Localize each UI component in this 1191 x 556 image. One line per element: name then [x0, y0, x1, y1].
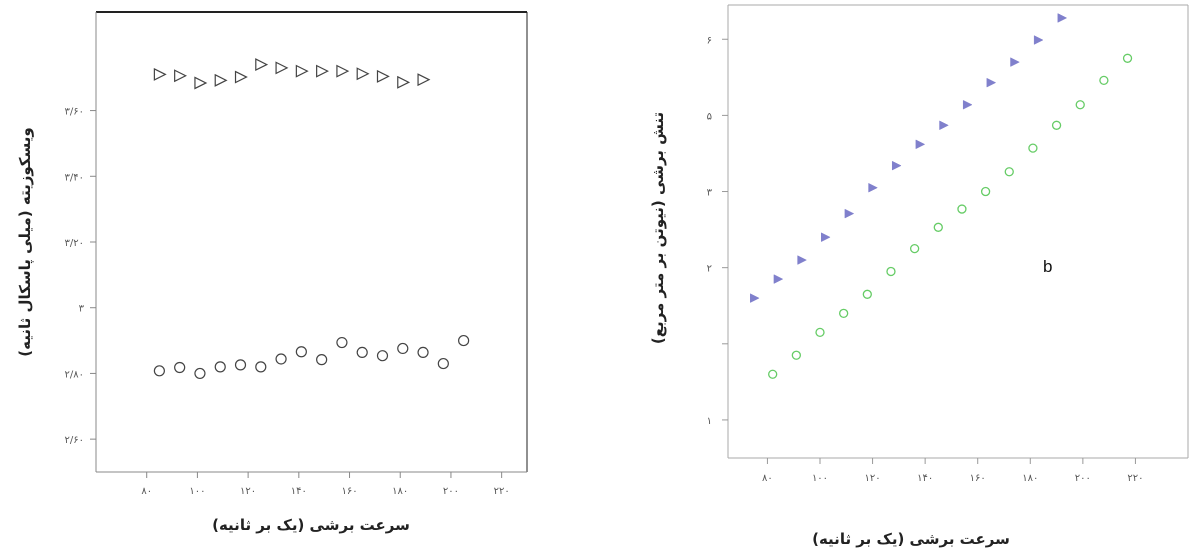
left-series-2-point [174, 361, 186, 374]
left-x-axis-title: سرعت برشی (یک بر ثانیه) [212, 516, 410, 534]
right-x-tick-label: ۱۲۰ [865, 473, 881, 484]
right-series-1-point [844, 208, 855, 219]
right-series-1-point [986, 77, 997, 88]
left-series-2-point [194, 367, 206, 380]
right-x-tick-label: ۱۴۰ [917, 473, 933, 484]
right-series-1-point [868, 182, 878, 193]
left-series-2-point [356, 346, 368, 358]
right-series-2-point [1075, 100, 1085, 110]
left-series-2-point [153, 365, 165, 377]
left-series-1-point [214, 73, 228, 87]
right-series-2-point [839, 308, 849, 318]
left-x-tick-label: ۱۲۰ [240, 486, 256, 497]
left-series-1-point [316, 64, 329, 78]
right-series-2-point [815, 327, 825, 338]
right-series-2-point [980, 186, 991, 197]
right-x-tick-label: ۱۶۰ [970, 473, 986, 484]
left-series-2-point [214, 361, 226, 373]
right-y-tick-label: ۳ [707, 188, 713, 199]
left-chart: ۸۰ ۱۰۰ ۱۲۰ ۱۴۰ ۱۶۰ ۱۸۰ ۲۰۰ ۲۲۰ ۲/۶۰ ۲/۸۰ ۳ ۳/۲۰ ۳/۴۰… [16, 11, 528, 534]
left-series-1-point [255, 58, 269, 72]
left-x-tick-label: ۱۰۰ [189, 486, 205, 497]
right-series-2-point [1004, 167, 1014, 177]
left-y-tick-label: ۳/۲۰ [65, 238, 84, 249]
right-series-1-point [1057, 13, 1068, 23]
left-series-2-point [417, 346, 429, 358]
right-series-2-point [909, 243, 920, 254]
right-series-1-point [821, 232, 831, 243]
left-series-1-point [295, 64, 309, 78]
left-series-1-point [174, 69, 188, 83]
right-x-tick-label: ۸۰ [762, 473, 773, 484]
left-series-1-point [194, 76, 208, 90]
right-series-2-point [791, 350, 801, 360]
right-series-2-point [886, 266, 896, 277]
right-series-2-point [957, 204, 967, 214]
right-points [750, 13, 1133, 379]
right-series-1-point [939, 120, 949, 131]
right-series-2-point [1099, 75, 1109, 86]
left-series-2-point [255, 361, 267, 373]
right-series-1-point [1033, 35, 1044, 45]
right-series-1-point [915, 139, 926, 150]
left-ticks: ۸۰ ۱۰۰ ۱۲۰ ۱۴۰ ۱۶۰ ۱۸۰ ۲۰۰ ۲۲۰ ۲/۶۰ ۲/۸۰ ۳ ۳/۲۰ ۳/۴۰… [65, 107, 510, 497]
left-series-2-point [295, 346, 307, 358]
right-series-2-point [933, 222, 943, 232]
left-series-1-point [376, 69, 390, 83]
left-y-axis-title: ویسکوزیته (میلی پاسکال ثانیه) [16, 127, 35, 356]
right-x-tick-label: ۱۸۰ [1022, 473, 1038, 484]
right-x-axis-title: سرعت برشی (یک بر ثانیه) [812, 530, 1010, 548]
right-series-1-point [962, 99, 973, 110]
left-series-2-point [376, 350, 389, 362]
left-y-tick-label: ۳ [79, 304, 85, 315]
left-series-2-point [234, 359, 247, 371]
right-chart: ۸۰ ۱۰۰ ۱۲۰ ۱۴۰ ۱۶۰ ۱۸۰ ۲۰۰ ۲۲۰ ۱ ۲ ۳ ۵ ۶ b سرعت برشی… [649, 4, 1189, 548]
left-series-2-point [275, 353, 287, 365]
right-y-tick-label: ۲ [707, 264, 712, 275]
right-y-tick-label: ۵ [707, 111, 712, 122]
right-series-2-point [768, 369, 778, 379]
left-series-2-point [316, 354, 328, 366]
left-x-tick-label: ۲۰۰ [443, 486, 459, 497]
right-series-1-point [797, 255, 807, 265]
right-y-tick-label: ۶ [707, 35, 712, 46]
left-points [153, 58, 470, 380]
left-series-1-point [336, 64, 350, 78]
left-series-1-point [417, 73, 431, 87]
left-series-2-point [458, 334, 470, 347]
left-x-tick-label: ۱۸۰ [392, 486, 408, 497]
right-series-1-point [1010, 57, 1020, 67]
right-x-tick-label: ۲۲۰ [1127, 473, 1143, 484]
left-series-1-point [397, 75, 411, 89]
left-series-2-point [437, 357, 449, 370]
left-x-tick-label: ۲۲۰ [494, 486, 510, 497]
right-series-2-point [1028, 143, 1038, 153]
right-series-2-point [1122, 53, 1133, 63]
left-x-tick-label: ۱۶۰ [341, 486, 357, 497]
right-series-1-point [891, 160, 902, 171]
panel-label-b: b [1043, 257, 1052, 276]
right-series-1-point [773, 274, 784, 284]
left-series-1-point [234, 70, 248, 84]
right-y-axis-title: تنش برشی (نیوتن بر متر مربع) [649, 112, 667, 344]
left-series-1-point [153, 67, 167, 81]
left-y-tick-label: ۲/۶۰ [65, 435, 84, 446]
right-series-1-point [750, 293, 760, 303]
left-y-tick-label: ۳/۶۰ [65, 107, 84, 118]
left-series-2-point [397, 342, 409, 355]
left-x-tick-label: ۱۴۰ [291, 486, 307, 497]
left-x-tick-label: ۸۰ [141, 486, 152, 497]
right-ticks: ۸۰ ۱۰۰ ۱۲۰ ۱۴۰ ۱۶۰ ۱۸۰ ۲۰۰ ۲۲۰ ۱ ۲ ۳ ۵ ۶ [707, 35, 1144, 484]
right-x-tick-label: ۱۰۰ [812, 473, 828, 484]
left-y-tick-label: ۳/۴۰ [65, 172, 84, 183]
right-series-2-point [1051, 120, 1062, 130]
right-series-2-point [862, 289, 872, 299]
left-series-1-point [356, 67, 370, 81]
left-y-tick-label: ۲/۸۰ [65, 369, 84, 380]
right-y-tick-label: ۱ [707, 416, 712, 427]
left-series-2-point [336, 336, 348, 349]
left-series-1-point [275, 61, 289, 75]
right-x-tick-label: ۲۰۰ [1075, 473, 1091, 484]
